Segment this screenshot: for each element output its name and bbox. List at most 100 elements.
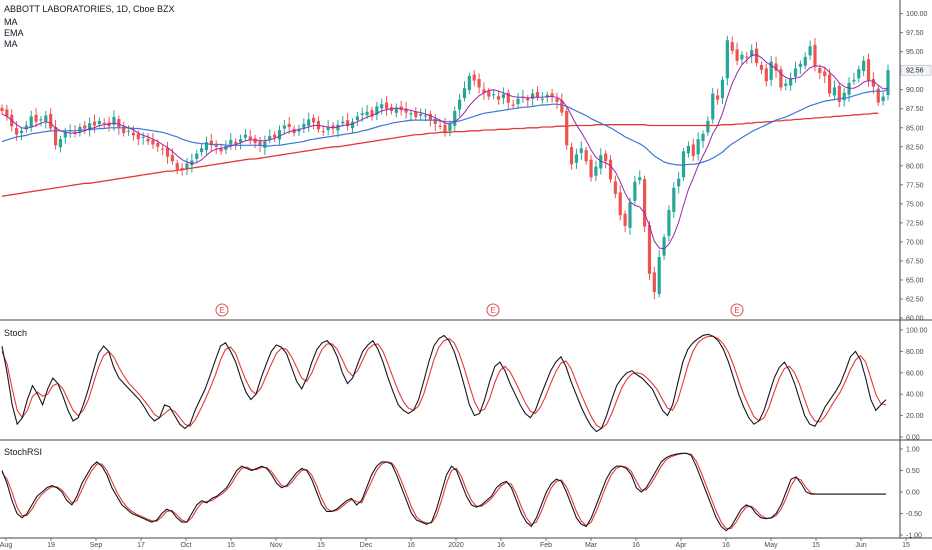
candle[interactable] — [823, 71, 827, 77]
candle[interactable] — [589, 159, 593, 178]
candle[interactable] — [789, 78, 793, 86]
candle[interactable] — [83, 125, 87, 129]
candle[interactable] — [24, 125, 28, 130]
candle[interactable] — [360, 113, 364, 115]
candle[interactable] — [579, 148, 583, 153]
candle[interactable] — [92, 121, 97, 126]
candle[interactable] — [384, 102, 389, 109]
candle[interactable] — [857, 69, 861, 79]
candle[interactable] — [287, 123, 291, 127]
candle[interactable] — [331, 125, 335, 129]
candle[interactable] — [706, 120, 710, 133]
candle[interactable] — [165, 147, 170, 157]
candle[interactable] — [516, 98, 520, 105]
candle[interactable] — [141, 136, 145, 138]
candle[interactable] — [759, 64, 764, 70]
candle[interactable] — [604, 153, 608, 162]
candle[interactable] — [209, 140, 213, 146]
candle[interactable] — [263, 141, 267, 148]
candle[interactable] — [866, 59, 871, 81]
candle[interactable] — [219, 148, 223, 152]
candle[interactable] — [214, 143, 218, 147]
candle[interactable] — [725, 40, 729, 79]
candle[interactable] — [404, 108, 408, 113]
candle[interactable] — [764, 68, 768, 82]
candle[interactable] — [608, 159, 613, 180]
candle[interactable] — [837, 85, 841, 102]
candle[interactable] — [302, 123, 306, 128]
candle[interactable] — [365, 111, 369, 116]
candle[interactable] — [44, 115, 48, 122]
candle[interactable] — [477, 79, 481, 88]
candle[interactable] — [750, 50, 754, 57]
candle[interactable] — [832, 87, 837, 96]
candle[interactable] — [818, 68, 822, 73]
candle[interactable] — [234, 141, 238, 144]
candle[interactable] — [555, 98, 559, 102]
candle[interactable] — [482, 89, 486, 93]
candle[interactable] — [428, 114, 432, 121]
candle[interactable] — [711, 93, 715, 120]
candle[interactable] — [886, 70, 890, 96]
candle[interactable] — [696, 139, 700, 155]
candle[interactable] — [195, 153, 199, 159]
candle[interactable] — [409, 113, 413, 115]
candle[interactable] — [701, 133, 705, 142]
candle[interactable] — [467, 76, 471, 91]
candle[interactable] — [63, 132, 67, 138]
candle[interactable] — [681, 151, 686, 178]
candle[interactable] — [185, 163, 189, 169]
earnings-event-icon[interactable] — [215, 303, 229, 317]
candle[interactable] — [501, 94, 506, 99]
candle[interactable] — [282, 125, 286, 129]
candle[interactable] — [253, 138, 257, 143]
candle[interactable] — [813, 44, 817, 67]
candle[interactable] — [472, 74, 476, 81]
candle[interactable] — [633, 181, 637, 201]
candle[interactable] — [847, 82, 851, 95]
candle[interactable] — [618, 192, 622, 216]
candle[interactable] — [774, 63, 778, 71]
candle[interactable] — [321, 131, 325, 133]
candle[interactable] — [53, 126, 58, 146]
candle[interactable] — [375, 106, 379, 115]
candle[interactable] — [453, 111, 457, 126]
candle[interactable] — [560, 100, 564, 113]
candle[interactable] — [803, 56, 807, 66]
candle[interactable] — [29, 116, 33, 128]
candle[interactable] — [506, 92, 510, 103]
candle[interactable] — [852, 79, 856, 82]
candle[interactable] — [735, 49, 739, 61]
candle[interactable] — [268, 136, 272, 140]
candle[interactable] — [346, 120, 350, 127]
candle[interactable] — [881, 96, 885, 102]
candle[interactable] — [779, 69, 783, 88]
candle[interactable] — [238, 139, 243, 143]
candle[interactable] — [370, 110, 374, 117]
stoch-pane[interactable]: 100.00 80.00 60.00 40.00 20.00 0.00 — [1, 328, 928, 442]
candle[interactable] — [297, 129, 301, 132]
candle[interactable] — [248, 136, 252, 140]
candle[interactable] — [414, 111, 418, 118]
candle[interactable] — [594, 166, 598, 176]
candle[interactable] — [720, 79, 725, 99]
candle[interactable] — [350, 121, 355, 129]
stochrsi-pane[interactable]: 1.00 0.50 0.00 -0.50 -1.00 — [1, 447, 922, 540]
candle[interactable] — [136, 133, 140, 140]
price-pane[interactable]: 100.0097.5095.0092.5090.0087.5085.0082.5… — [0, 11, 932, 323]
candle[interactable] — [531, 93, 535, 99]
candle[interactable] — [204, 142, 209, 151]
study-ma-label[interactable]: MA — [4, 17, 18, 27]
candle[interactable] — [170, 155, 174, 162]
candle[interactable] — [876, 88, 880, 103]
candle[interactable] — [492, 94, 496, 96]
candle[interactable] — [550, 93, 554, 97]
candle[interactable] — [102, 122, 106, 124]
earnings-event-icon[interactable] — [730, 303, 744, 317]
candle[interactable] — [117, 119, 121, 128]
study-ma-slow-label[interactable]: MA — [4, 39, 18, 49]
candle[interactable] — [798, 63, 802, 67]
candle[interactable] — [122, 126, 126, 134]
candle[interactable] — [569, 147, 574, 165]
